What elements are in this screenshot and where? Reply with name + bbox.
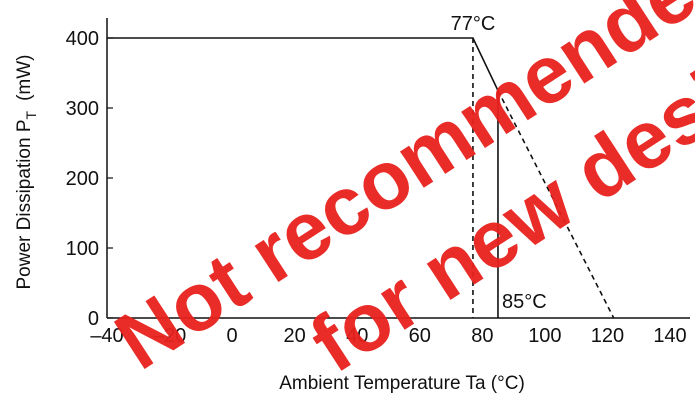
- annotation-77c: 77°C: [451, 13, 496, 35]
- y-axis-title-unit: (mW): [14, 54, 35, 100]
- x-tick-label: –20: [153, 325, 186, 347]
- y-tick-label: 100: [66, 238, 99, 260]
- y-axis-title-main: Power Dissipation P: [14, 119, 35, 289]
- x-tick-label: 120: [591, 325, 624, 347]
- dashed-line-1: [497, 90, 615, 319]
- x-tick-label: 60: [409, 325, 431, 347]
- x-axis-title: Ambient Temperature Ta (°C): [279, 373, 525, 394]
- y-axis-title: Power Dissipation PT (mW): [14, 54, 39, 289]
- y-axis-title-subscript: T: [23, 110, 39, 119]
- y-tick-label: 400: [66, 28, 99, 50]
- y-tick-label: 0: [88, 308, 99, 330]
- x-tick-label: 100: [528, 325, 561, 347]
- derating-curve: [107, 37, 499, 318]
- annotations: 77°C 85°C: [451, 13, 547, 313]
- x-tick-label: 0: [227, 325, 238, 347]
- axes: [106, 18, 690, 319]
- x-tick-label: 40: [346, 325, 368, 347]
- x-tick-label: 80: [471, 325, 493, 347]
- y-tick-label: 200: [66, 168, 99, 190]
- x-tick-label: 20: [284, 325, 306, 347]
- x-tick-label: 140: [653, 325, 686, 347]
- x-tick-label: –40: [90, 325, 123, 347]
- series-group: [107, 37, 615, 319]
- annotation-85c: 85°C: [502, 291, 547, 313]
- x-tick-labels: –40 –20 0 20 40 60 80 100 120 140: [90, 325, 686, 347]
- y-tick-label: 300: [66, 98, 99, 120]
- y-tick-labels: 0 100 200 300 400: [66, 28, 99, 330]
